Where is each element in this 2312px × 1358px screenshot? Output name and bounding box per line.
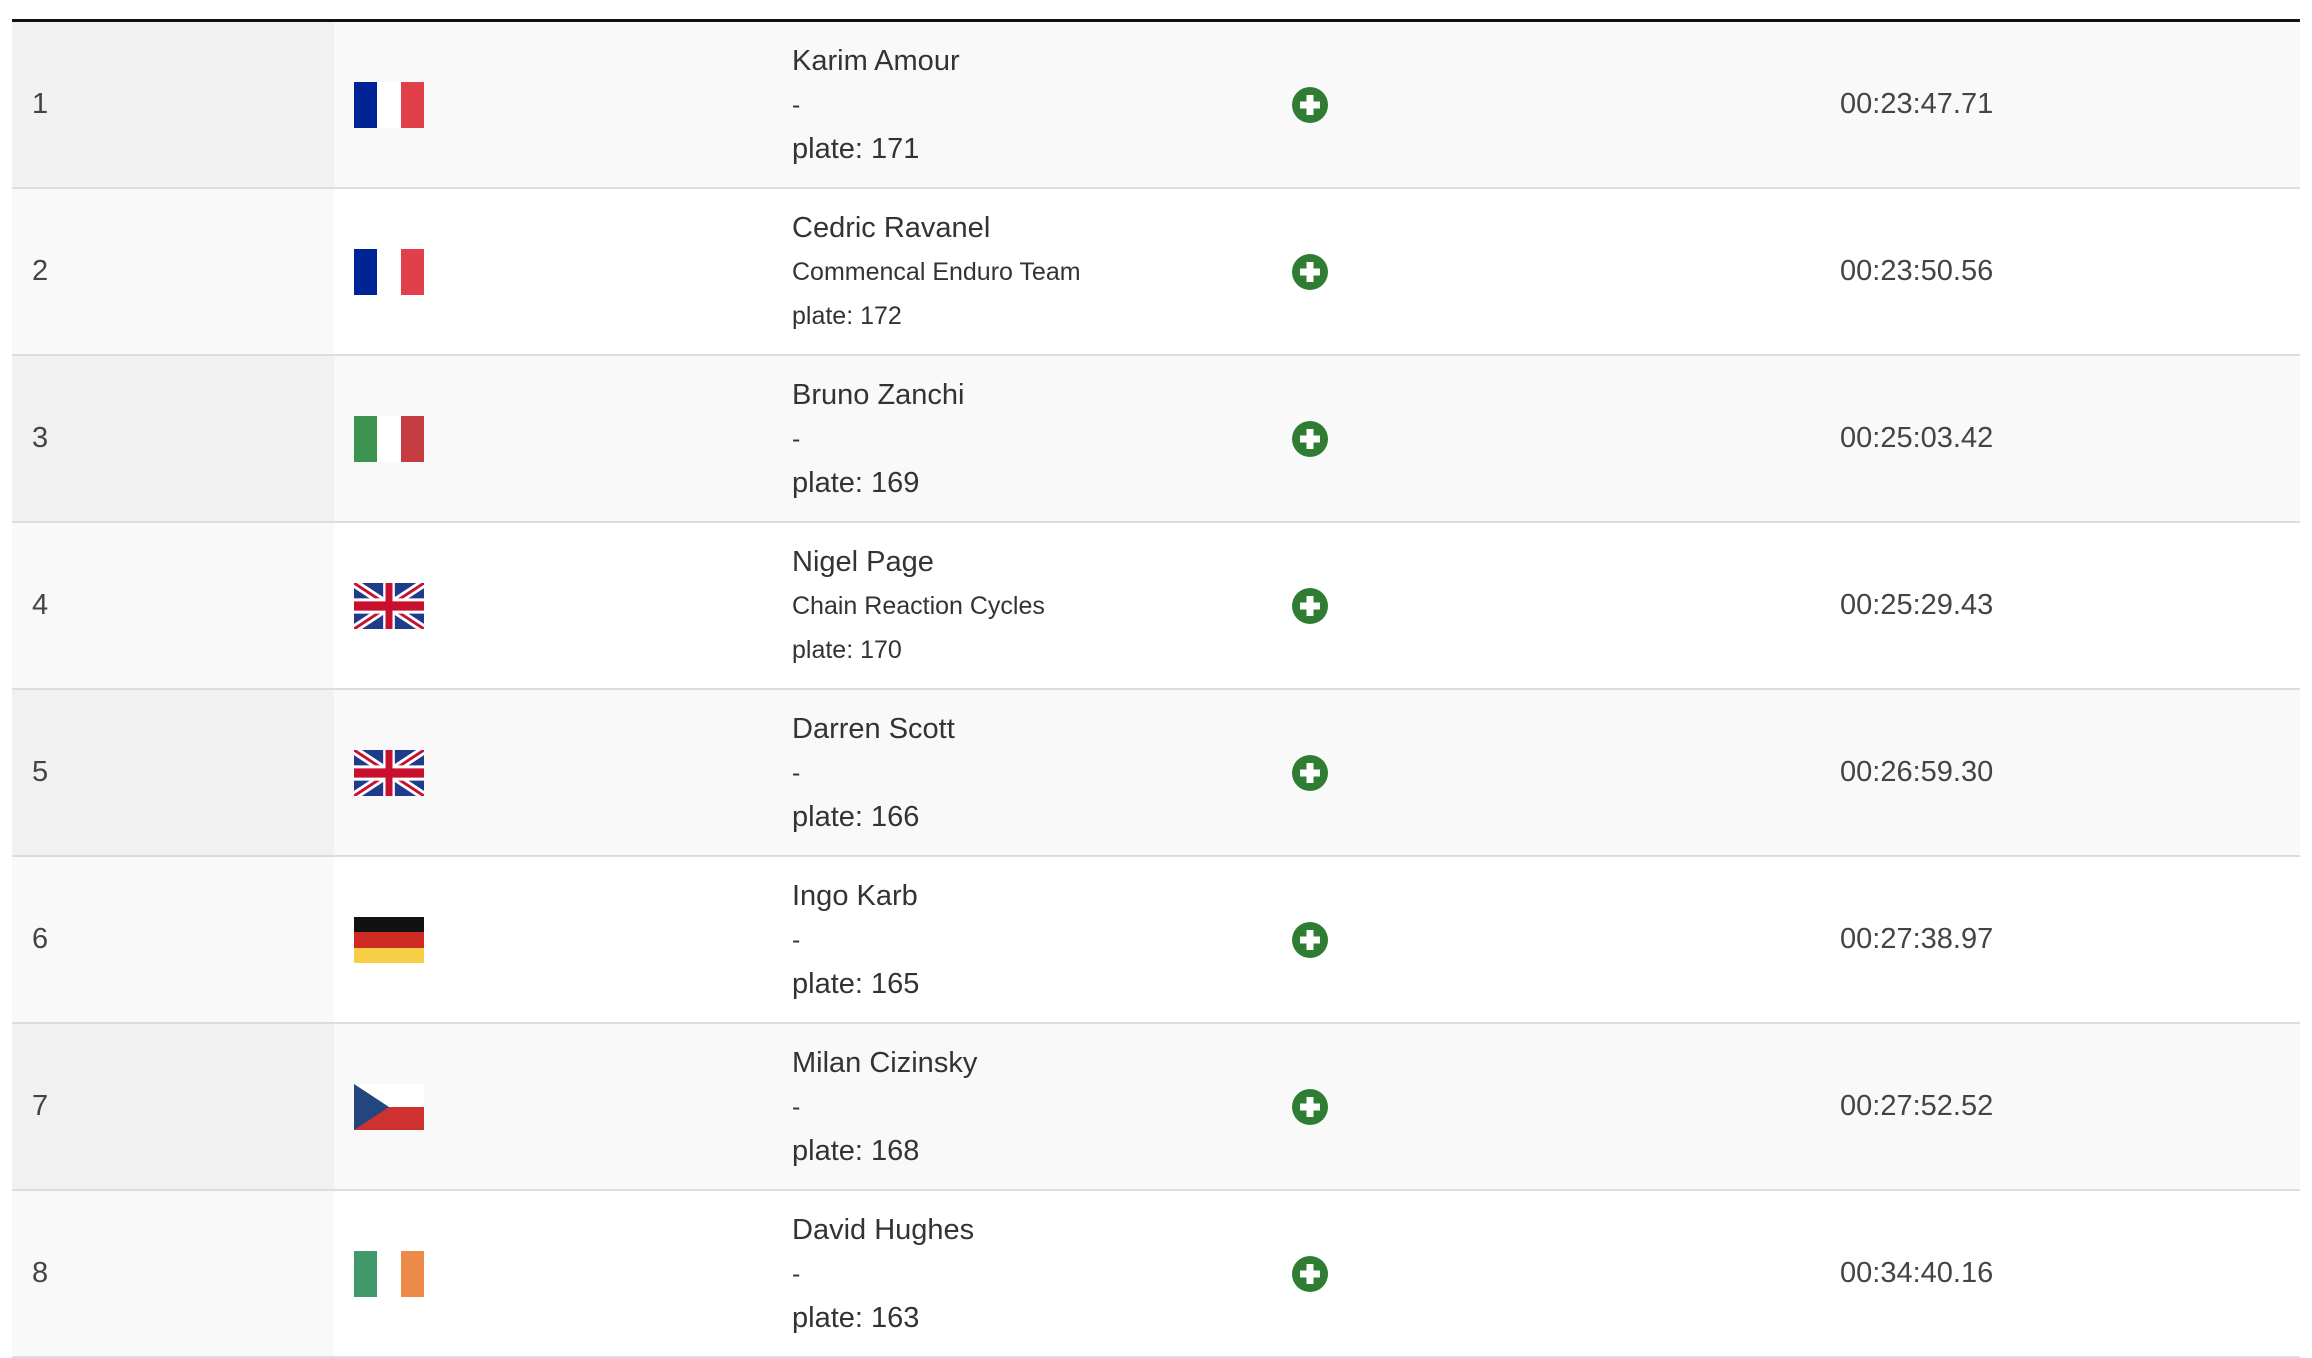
rider-team: - [792,758,801,787]
rider-plate: plate: 165 [792,967,920,1000]
rider-team: - [792,1259,801,1288]
flag-cz-icon [354,1083,424,1130]
rider-info: Cedric Ravanel Commencal Enduro Team pla… [792,189,1292,354]
rank: 3 [12,356,334,521]
finish-time: 00:34:40.16 [1840,1257,1994,1289]
finish-time: 00:26:59.30 [1840,756,1994,788]
rider-name: Cedric Ravanel [792,211,991,244]
finish-time: 00:27:38.97 [1840,923,1994,955]
table-row: 8 David Hughes - plate: 163 00:34:40.16 [12,1191,2300,1358]
rank: 8 [12,1191,334,1356]
rider-info: Milan Cizinsky - plate: 168 [792,1024,1292,1189]
rider-plate: plate: 168 [792,1134,920,1167]
rider-team: - [792,925,801,954]
flag-gb-icon [354,749,424,796]
rider-info: David Hughes - plate: 163 [792,1191,1292,1356]
rider-name: David Hughes [792,1213,975,1246]
finish-time: 00:23:50.56 [1840,255,1994,287]
rider-plate: plate: 166 [792,800,920,833]
rank: 1 [12,22,334,187]
rank: 7 [12,1024,334,1189]
plus-circle-icon[interactable] [1292,253,1328,290]
rider-plate: plate: 170 [792,635,902,664]
rider-team: Chain Reaction Cycles [792,591,1045,620]
country-cell [334,1191,792,1356]
country-cell [334,22,792,187]
rider-info: Bruno Zanchi - plate: 169 [792,356,1292,521]
flag-de-icon [354,916,424,963]
rank: 5 [12,690,334,855]
rider-name: Nigel Page [792,545,934,578]
country-cell [334,690,792,855]
rider-team: - [792,424,801,453]
table-row: 4 Nigel Page Chain Reaction Cycles plate… [12,523,2300,690]
table-row: 6 Ingo Karb - plate: 165 00:27:38.97 [12,857,2300,1024]
rider-team: - [792,1092,801,1121]
rider-info: Nigel Page Chain Reaction Cycles plate: … [792,523,1292,688]
flag-fr-icon [354,248,424,295]
rider-name: Karim Amour [792,44,960,77]
flag-fr-icon [354,81,424,128]
plus-circle-icon[interactable] [1292,587,1328,624]
rank: 4 [12,523,334,688]
rider-info: Darren Scott - plate: 166 [792,690,1292,855]
country-cell [334,1024,792,1189]
rider-plate: plate: 169 [792,466,920,499]
rider-name: Milan Cizinsky [792,1046,978,1079]
rider-plate: plate: 172 [792,301,902,330]
table-row: 3 Bruno Zanchi - plate: 169 00:25:03.42 [12,356,2300,523]
rider-team: Commencal Enduro Team [792,257,1081,286]
rider-info: Karim Amour - plate: 171 [792,22,1292,187]
rider-name: Darren Scott [792,712,955,745]
flag-it-icon [354,415,424,462]
finish-time: 00:25:03.42 [1840,422,1994,454]
rider-name: Bruno Zanchi [792,378,965,411]
finish-time: 00:25:29.43 [1840,589,1994,621]
country-cell [334,523,792,688]
table-row: 1 Karim Amour - plate: 171 00:23:47.71 [12,22,2300,189]
rider-name: Ingo Karb [792,879,918,912]
flag-ie-icon [354,1250,424,1297]
finish-time: 00:27:52.52 [1840,1090,1994,1122]
plus-circle-icon[interactable] [1292,754,1328,791]
plus-circle-icon[interactable] [1292,1088,1328,1125]
country-cell [334,356,792,521]
plus-circle-icon[interactable] [1292,420,1328,457]
results-table: 1 Karim Amour - plate: 171 00:23:47.71 2 … [12,19,2300,1358]
plus-circle-icon[interactable] [1292,86,1328,123]
rank: 2 [12,189,334,354]
finish-time: 00:23:47.71 [1840,88,1994,120]
rank: 6 [12,857,334,1022]
table-row: 7 Milan Cizinsky - plate: 168 00:27:52.5… [12,1024,2300,1191]
rider-info: Ingo Karb - plate: 165 [792,857,1292,1022]
country-cell [334,189,792,354]
flag-gb-icon [354,582,424,629]
plus-circle-icon[interactable] [1292,1255,1328,1292]
country-cell [334,857,792,1022]
table-row: 5 Darren Scott - plate: 166 00:26:59.30 [12,690,2300,857]
rider-team: - [792,90,801,119]
plus-circle-icon[interactable] [1292,921,1328,958]
table-row: 2 Cedric Ravanel Commencal Enduro Team p… [12,189,2300,356]
rider-plate: plate: 171 [792,132,920,165]
rider-plate: plate: 163 [792,1301,920,1334]
